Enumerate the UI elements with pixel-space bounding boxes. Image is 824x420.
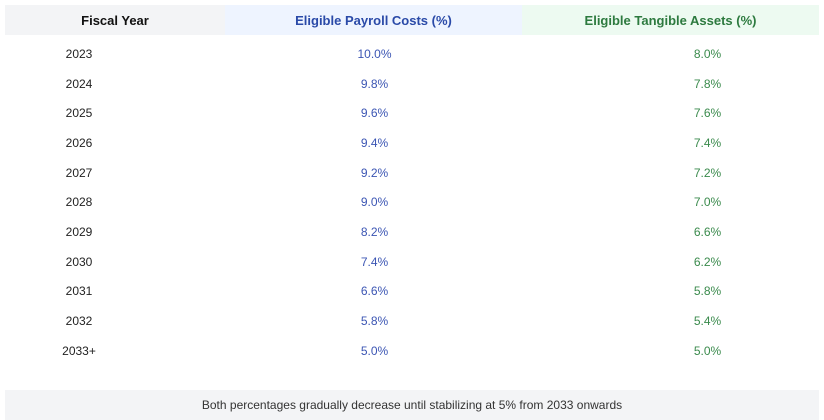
- table-row: 2032 5.8% 5.4%: [5, 306, 819, 336]
- cell-tangible-assets: 5.4%: [693, 314, 722, 329]
- rate-table: Fiscal Year Eligible Payroll Costs (%) E…: [5, 5, 819, 366]
- cell-tangible-assets: 7.8%: [693, 76, 722, 91]
- table-row: 2033+ 5.0% 5.0%: [5, 336, 819, 366]
- cell-payroll-costs: 9.2%: [360, 165, 389, 180]
- cell-fiscal-year: 2027: [65, 165, 93, 180]
- header-tangible-assets: Eligible Tangible Assets (%): [522, 5, 819, 35]
- table-row: 2026 9.4% 7.4%: [5, 128, 819, 158]
- table-row: 2024 9.8% 7.8%: [5, 69, 819, 99]
- cell-fiscal-year: 2030: [65, 254, 93, 269]
- cell-tangible-assets: 6.2%: [693, 254, 722, 269]
- cell-fiscal-year: 2031: [65, 284, 93, 299]
- cell-fiscal-year: 2029: [65, 224, 93, 239]
- cell-fiscal-year: 2026: [65, 135, 93, 150]
- header-payroll-costs: Eligible Payroll Costs (%): [225, 5, 522, 35]
- table-header-row: Fiscal Year Eligible Payroll Costs (%) E…: [5, 5, 819, 35]
- cell-fiscal-year: 2024: [65, 76, 93, 91]
- cell-tangible-assets: 5.8%: [693, 284, 722, 299]
- cell-fiscal-year: 2028: [65, 195, 93, 210]
- cell-fiscal-year: 2025: [65, 106, 93, 121]
- cell-payroll-costs: 9.0%: [360, 195, 389, 210]
- cell-tangible-assets: 8.0%: [693, 46, 722, 61]
- cell-payroll-costs: 7.4%: [360, 254, 389, 269]
- table-row: 2028 9.0% 7.0%: [5, 187, 819, 217]
- cell-payroll-costs: 5.8%: [360, 314, 389, 329]
- cell-tangible-assets: 7.4%: [693, 135, 722, 150]
- table-row: 2027 9.2% 7.2%: [5, 158, 819, 188]
- table-row: 2023 10.0% 8.0%: [5, 39, 819, 69]
- table-row: 2025 9.6% 7.6%: [5, 98, 819, 128]
- cell-tangible-assets: 6.6%: [693, 224, 722, 239]
- cell-payroll-costs: 9.6%: [360, 106, 389, 121]
- cell-payroll-costs: 6.6%: [360, 284, 389, 299]
- table-row: 2031 6.6% 5.8%: [5, 277, 819, 307]
- footnote: Both percentages gradually decrease unti…: [5, 390, 819, 420]
- cell-payroll-costs: 9.4%: [360, 135, 389, 150]
- table-row: 2030 7.4% 6.2%: [5, 247, 819, 277]
- table-body: 2023 10.0% 8.0% 2024 9.8% 7.8% 2025 9.6% 7.6% 202…: [5, 39, 819, 366]
- cell-payroll-costs: 8.2%: [360, 224, 389, 239]
- cell-tangible-assets: 7.2%: [693, 165, 722, 180]
- cell-payroll-costs: 9.8%: [360, 76, 389, 91]
- cell-fiscal-year: 2023: [65, 46, 93, 61]
- cell-tangible-assets: 7.6%: [693, 106, 722, 121]
- cell-fiscal-year: 2033+: [62, 343, 96, 358]
- cell-tangible-assets: 5.0%: [693, 343, 722, 358]
- cell-tangible-assets: 7.0%: [693, 195, 722, 210]
- cell-payroll-costs: 5.0%: [360, 343, 389, 358]
- header-fiscal-year: Fiscal Year: [5, 5, 225, 35]
- cell-fiscal-year: 2032: [65, 314, 93, 329]
- cell-payroll-costs: 10.0%: [357, 46, 392, 61]
- table-row: 2029 8.2% 6.6%: [5, 217, 819, 247]
